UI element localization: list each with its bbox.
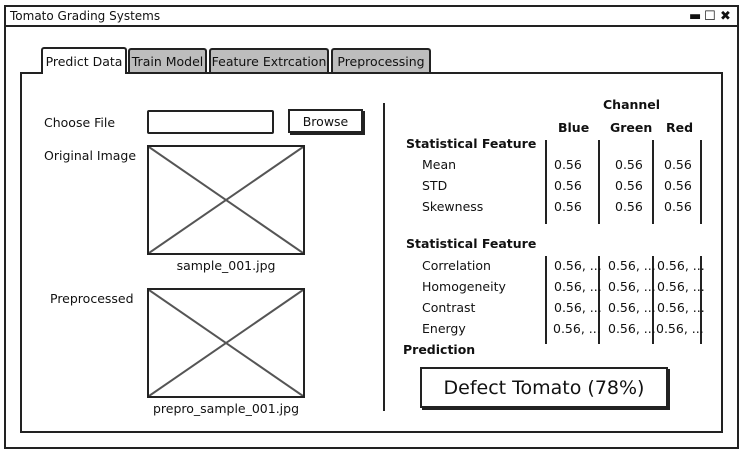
feature-name-correlation: Correlation <box>422 258 491 273</box>
tab-feature-extraction[interactable]: Feature Extrcation <box>209 48 329 73</box>
maximize-icon[interactable]: ☐ <box>704 9 716 24</box>
column-divider <box>598 256 600 344</box>
feature-name-mean: Mean <box>422 157 457 172</box>
section-title-statistical-2: Statistical Feature <box>406 236 537 251</box>
prediction-result: Defect Tomato (78%) <box>420 367 668 408</box>
tab-preprocessing[interactable]: Preprocessing <box>331 48 431 73</box>
feature-name-skewness: Skewness <box>422 199 484 214</box>
original-image-label: Original Image <box>44 148 137 163</box>
value-cell: 0.56 <box>664 178 692 193</box>
preprocessed-image-placeholder <box>147 288 305 398</box>
value-cell: 0.56 <box>615 178 643 193</box>
column-divider <box>700 256 702 344</box>
browse-button[interactable]: Browse <box>288 109 363 133</box>
value-cell: 0.56, ... <box>656 321 704 336</box>
active-tab-joint <box>43 72 125 75</box>
feature-name-energy: Energy <box>422 321 466 336</box>
channel-header: Channel <box>603 97 661 112</box>
tab-train-model[interactable]: Train Model <box>128 48 207 73</box>
value-cell: 0.56 <box>554 199 582 214</box>
value-cell: 0.56, ... <box>657 300 705 315</box>
value-cell: 0.56, ... <box>608 279 656 294</box>
value-cell: 0.56 <box>554 157 582 172</box>
column-blue: Blue <box>558 120 590 135</box>
window-title: Tomato Grading Systems <box>10 9 161 23</box>
column-divider <box>545 140 547 224</box>
value-cell: 0.56 <box>664 157 692 172</box>
column-divider <box>545 256 547 344</box>
section-title-statistical: Statistical Feature <box>406 136 537 151</box>
close-icon[interactable]: ✖ <box>720 9 731 24</box>
value-cell: 0.56, ... <box>608 300 656 315</box>
tab-predict-data[interactable]: Predict Data <box>41 47 127 74</box>
column-divider <box>652 256 654 344</box>
minimize-icon[interactable]: ▬ <box>689 9 702 24</box>
value-cell: 0.56 <box>554 178 582 193</box>
prediction-label: Prediction <box>403 342 476 357</box>
feature-name-std: STD <box>422 178 448 193</box>
feature-name-contrast: Contrast <box>422 300 476 315</box>
preprocessed-image-caption: prepro_sample_001.jpg <box>152 401 300 416</box>
original-image-placeholder <box>147 145 305 255</box>
column-red: Red <box>666 120 694 135</box>
file-path-input[interactable] <box>147 110 274 134</box>
original-image-caption: sample_001.jpg <box>176 258 276 273</box>
value-cell: 0.56 <box>615 157 643 172</box>
choose-file-label: Choose File <box>44 115 116 130</box>
value-cell: 0.56, ... <box>554 258 602 273</box>
column-divider <box>700 140 702 224</box>
column-divider <box>652 140 654 224</box>
value-cell: 0.56, ... <box>554 300 602 315</box>
value-cell: 0.56 <box>664 199 692 214</box>
vertical-divider <box>383 103 385 411</box>
value-cell: 0.56, ... <box>657 279 705 294</box>
column-divider <box>598 140 600 224</box>
value-cell: 0.56 <box>615 199 643 214</box>
column-green: Green <box>610 120 653 135</box>
value-cell: 0.56, ... <box>608 321 656 336</box>
feature-name-homogeneity: Homogeneity <box>422 279 506 294</box>
value-cell: 0.56, ... <box>554 279 602 294</box>
title-bar <box>6 7 737 27</box>
value-cell: 0.56, ... <box>657 258 705 273</box>
value-cell: 0.56, ... <box>553 321 601 336</box>
value-cell: 0.56, ... <box>608 258 656 273</box>
preprocessed-label: Preprocessed <box>50 291 134 306</box>
